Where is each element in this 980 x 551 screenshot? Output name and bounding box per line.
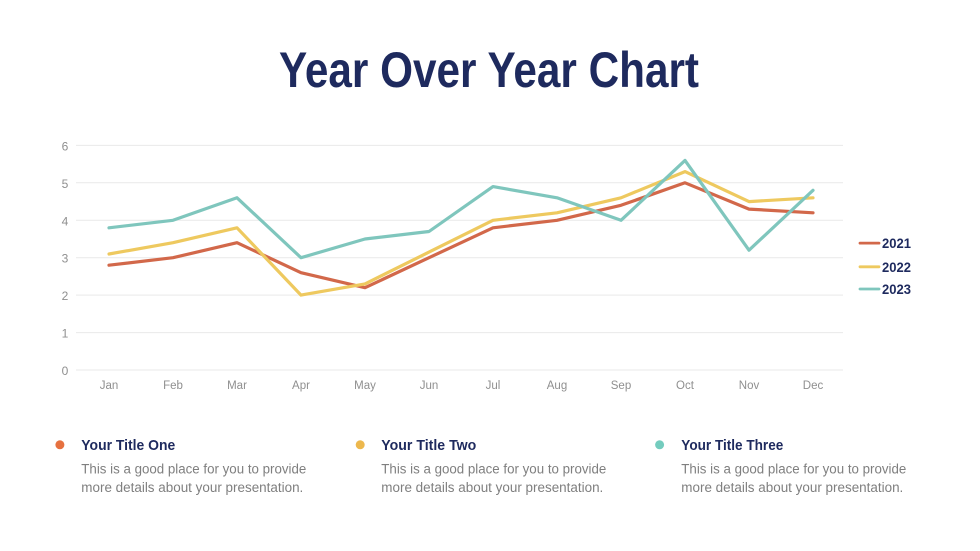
svg-text:Feb: Feb [163, 380, 183, 392]
svg-text:4: 4 [62, 214, 69, 228]
svg-text:2021: 2021 [882, 235, 911, 251]
svg-text:more details about your presen: more details about your presentation. [381, 480, 603, 495]
svg-text:Your Title One: Your Title One [81, 437, 175, 454]
svg-text:Apr: Apr [292, 380, 310, 392]
svg-text:May: May [354, 380, 376, 392]
svg-text:Dec: Dec [803, 380, 824, 392]
svg-text:Nov: Nov [739, 380, 760, 392]
svg-text:Year Over Year Chart: Year Over Year Chart [279, 42, 699, 98]
svg-text:Sep: Sep [611, 380, 631, 392]
svg-text:Aug: Aug [547, 380, 567, 392]
svg-text:Jul: Jul [486, 380, 501, 392]
svg-text:Jun: Jun [420, 380, 439, 392]
svg-text:2023: 2023 [882, 281, 911, 297]
svg-text:Your Title Three: Your Title Three [681, 437, 783, 454]
svg-text:Oct: Oct [676, 380, 695, 392]
svg-text:This is a good place for you t: This is a good place for you to provide [681, 462, 906, 477]
svg-text:more details about your presen: more details about your presentation. [81, 480, 303, 495]
svg-text:This is a good place for you t: This is a good place for you to provide [81, 462, 306, 477]
svg-text:Your Title Two: Your Title Two [381, 437, 476, 454]
svg-text:6: 6 [62, 139, 69, 153]
svg-text:0: 0 [62, 364, 69, 378]
svg-text:5: 5 [62, 177, 69, 191]
svg-text:2022: 2022 [882, 259, 911, 275]
svg-text:This is a good place for you t: This is a good place for you to provide [381, 462, 606, 477]
svg-text:Jan: Jan [100, 380, 119, 392]
svg-text:3: 3 [62, 252, 69, 266]
svg-text:more details about your presen: more details about your presentation. [681, 480, 903, 495]
svg-text:2: 2 [62, 289, 69, 303]
svg-text:Mar: Mar [227, 380, 247, 392]
svg-text:1: 1 [62, 327, 69, 341]
